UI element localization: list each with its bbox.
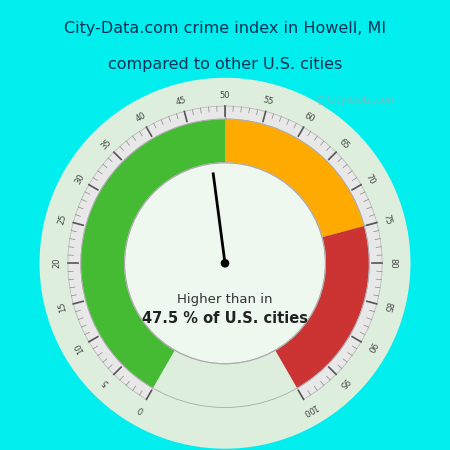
Text: 47.5 % of U.S. cities: 47.5 % of U.S. cities bbox=[142, 311, 308, 326]
Text: 50: 50 bbox=[220, 90, 230, 99]
Text: ⓘ City-Data.com: ⓘ City-Data.com bbox=[318, 95, 397, 105]
Text: 100: 100 bbox=[300, 401, 318, 417]
Text: 35: 35 bbox=[99, 137, 113, 151]
Circle shape bbox=[40, 78, 410, 449]
Text: 45: 45 bbox=[175, 95, 188, 107]
Wedge shape bbox=[68, 106, 382, 399]
Text: 70: 70 bbox=[364, 172, 377, 186]
Text: 95: 95 bbox=[337, 375, 351, 389]
Text: 30: 30 bbox=[73, 172, 86, 186]
Text: 90: 90 bbox=[364, 341, 377, 354]
Text: Higher than in: Higher than in bbox=[177, 293, 273, 306]
Text: 85: 85 bbox=[382, 301, 393, 313]
Text: compared to other U.S. cities: compared to other U.S. cities bbox=[108, 57, 342, 72]
Wedge shape bbox=[225, 119, 364, 237]
Circle shape bbox=[221, 260, 229, 267]
Text: 25: 25 bbox=[57, 213, 68, 226]
Text: 10: 10 bbox=[73, 341, 86, 354]
Text: 0: 0 bbox=[136, 404, 145, 414]
Text: 5: 5 bbox=[101, 377, 111, 387]
Text: 75: 75 bbox=[382, 213, 393, 226]
Circle shape bbox=[125, 163, 325, 364]
Text: 65: 65 bbox=[337, 137, 351, 151]
Text: City-Data.com crime index in Howell, MI: City-Data.com crime index in Howell, MI bbox=[64, 21, 386, 36]
Text: 20: 20 bbox=[52, 258, 61, 269]
Text: 55: 55 bbox=[262, 95, 275, 107]
Text: 80: 80 bbox=[389, 258, 398, 269]
Wedge shape bbox=[275, 226, 369, 388]
Text: 40: 40 bbox=[134, 111, 148, 124]
Wedge shape bbox=[81, 119, 225, 388]
Text: 15: 15 bbox=[57, 301, 68, 313]
Text: 60: 60 bbox=[302, 111, 316, 124]
